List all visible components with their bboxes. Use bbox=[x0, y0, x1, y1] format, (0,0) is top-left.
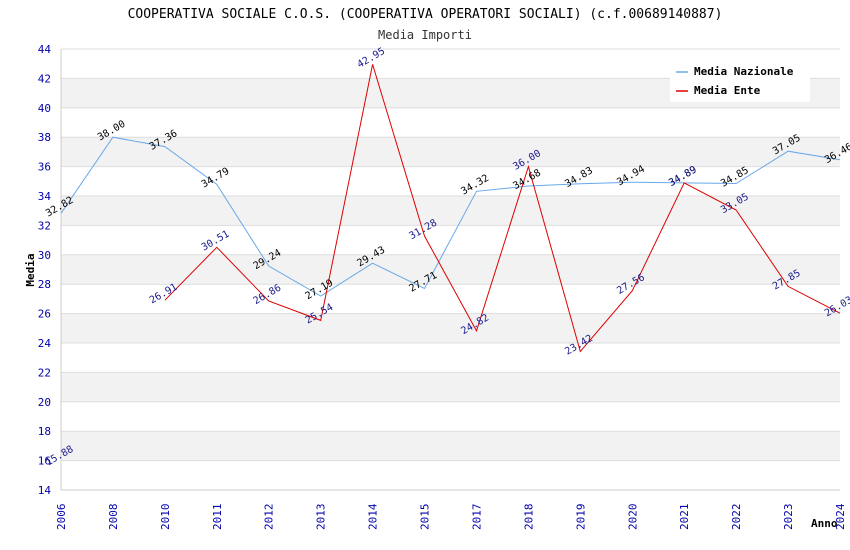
y-tick-label: 16 bbox=[38, 455, 51, 468]
legend-label-ente: Media Ente bbox=[694, 84, 761, 97]
x-tick-label: 2020 bbox=[626, 504, 639, 531]
y-tick-label: 40 bbox=[38, 102, 51, 115]
x-tick-label: 2014 bbox=[367, 503, 380, 530]
plot-band bbox=[61, 107, 840, 138]
chart-title: COOPERATIVA SOCIALE C.O.S. (COOPERATIVA … bbox=[128, 7, 723, 22]
y-axis-label: Media bbox=[24, 253, 37, 286]
y-tick-label: 28 bbox=[38, 278, 51, 291]
x-tick-label: 2006 bbox=[55, 504, 68, 531]
plot-band bbox=[61, 284, 840, 314]
y-tick-label: 36 bbox=[38, 161, 51, 174]
y-tick-label: 22 bbox=[38, 366, 51, 379]
y-tick-label: 38 bbox=[38, 131, 51, 144]
plot-band bbox=[61, 401, 840, 432]
x-tick-label: 2012 bbox=[263, 504, 276, 531]
plot-band bbox=[61, 372, 840, 402]
series-lines bbox=[60, 64, 841, 353]
x-tick-labels: 2006 2008 2010 2011 2012 2013 2014 2015 2017 2018… bbox=[55, 503, 847, 530]
legend-box bbox=[670, 60, 810, 102]
series-line-nazionale bbox=[60, 136, 841, 297]
y-tick-label: 18 bbox=[38, 425, 51, 438]
x-tick-label: 2023 bbox=[782, 504, 795, 531]
chart-subtitle: Media Importi bbox=[378, 28, 472, 42]
y-tick-label: 34 bbox=[38, 190, 52, 203]
plot-band bbox=[61, 431, 840, 461]
y-tick-label: 14 bbox=[38, 484, 52, 497]
plot-band bbox=[61, 460, 840, 490]
plot-band bbox=[61, 313, 840, 343]
x-tick-label: 2018 bbox=[522, 504, 535, 531]
x-tick-label: 2022 bbox=[730, 504, 743, 531]
plot-band bbox=[61, 137, 840, 167]
y-tick-label: 30 bbox=[38, 249, 51, 262]
plot-band bbox=[61, 166, 840, 196]
plot-band bbox=[61, 343, 840, 373]
y-tick-label: 44 bbox=[38, 43, 52, 56]
x-tick-label: 2024 bbox=[834, 503, 847, 530]
x-tick-label: 2010 bbox=[159, 504, 172, 531]
x-tick-label: 2011 bbox=[211, 504, 224, 531]
plot-bands bbox=[61, 49, 840, 490]
x-tick-label: 2013 bbox=[315, 504, 328, 531]
plot-band bbox=[61, 196, 840, 226]
x-tick-label: 2021 bbox=[678, 504, 691, 531]
x-tick-label: 2015 bbox=[419, 504, 432, 531]
series-line-ente bbox=[164, 64, 841, 353]
y-tick-label: 24 bbox=[38, 337, 52, 350]
x-tick-label: 2017 bbox=[470, 504, 483, 531]
y-tick-label: 26 bbox=[38, 308, 51, 321]
legend-label-nazionale: Media Nazionale bbox=[694, 65, 794, 78]
y-tick-label: 32 bbox=[38, 219, 51, 232]
x-tick-label: 2019 bbox=[574, 504, 587, 531]
legend: Media Nazionale Media Ente bbox=[670, 60, 810, 102]
x-tick-label: 2008 bbox=[107, 504, 120, 531]
y-tick-label: 20 bbox=[38, 396, 51, 409]
x-axis-label: Anno bbox=[811, 517, 838, 530]
plot-band bbox=[61, 254, 840, 285]
y-tick-labels: 14 16 18 20 22 24 26 28 30 32 34 36 38 40 42 44 bbox=[38, 43, 52, 497]
y-tick-label: 42 bbox=[38, 72, 51, 85]
